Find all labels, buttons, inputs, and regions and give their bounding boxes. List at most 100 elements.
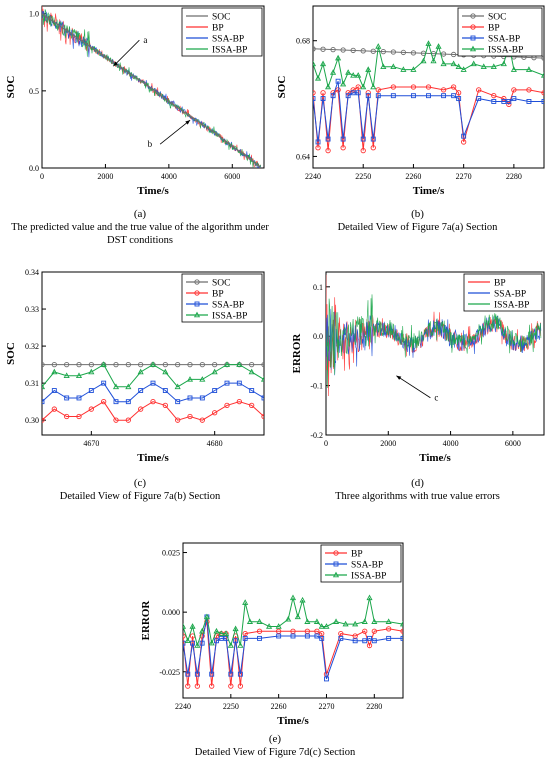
data-point-soc bbox=[350, 47, 356, 54]
data-point-ssa-bp bbox=[233, 638, 239, 644]
data-point-bp bbox=[138, 406, 144, 412]
legend-label-bp: BP bbox=[212, 24, 224, 34]
annotation-arrow bbox=[113, 39, 140, 67]
caption-e: (e) Detailed View of Figure 7d(c) Sectio… bbox=[130, 733, 420, 759]
data-point-soc bbox=[340, 47, 346, 53]
series-line-issa-bp bbox=[42, 363, 264, 388]
data-point-bp bbox=[64, 413, 70, 420]
data-point-ssa-bp bbox=[345, 93, 351, 99]
data-point-issa-bp bbox=[260, 376, 264, 382]
x-tick-label: 2270 bbox=[318, 702, 334, 711]
data-point-bp bbox=[290, 628, 296, 634]
data-point-ssa-bp bbox=[330, 93, 336, 99]
data-point-bp bbox=[360, 147, 366, 154]
data-point-bp bbox=[88, 406, 94, 412]
annotation-arrow bbox=[396, 375, 431, 399]
data-point-bp bbox=[209, 683, 215, 689]
data-point-bp bbox=[194, 683, 200, 689]
data-point-issa-bp bbox=[525, 66, 532, 72]
x-tick-label: 2240 bbox=[305, 172, 321, 181]
data-point-ssa-bp bbox=[51, 388, 57, 393]
y-tick-label: 0.34 bbox=[25, 268, 39, 277]
data-point-issa-bp bbox=[236, 361, 243, 367]
legend-marker-bp bbox=[194, 290, 200, 296]
y-axis-label: ERROR bbox=[291, 333, 303, 374]
x-axis-label: Time/s bbox=[419, 452, 451, 464]
data-point-ssa-bp bbox=[360, 136, 366, 142]
data-point-ssa-bp bbox=[212, 388, 218, 393]
x-tick-label: 2260 bbox=[271, 702, 287, 711]
data-point-issa-bp bbox=[304, 618, 311, 624]
data-point-ssa-bp bbox=[315, 139, 321, 145]
data-point-bp bbox=[491, 93, 497, 99]
data-point-soc bbox=[212, 361, 218, 368]
annotation-arrowhead bbox=[185, 120, 191, 125]
annotation-arrowhead bbox=[396, 375, 402, 380]
data-point-issa-bp bbox=[218, 630, 225, 636]
data-point-issa-bp bbox=[355, 72, 362, 78]
data-point-issa-bp bbox=[51, 368, 58, 375]
y-tick-label: 0.0 bbox=[29, 164, 39, 173]
x-tick-label: 2270 bbox=[456, 172, 472, 181]
plot-area bbox=[326, 274, 542, 397]
data-point-issa-bp bbox=[223, 361, 231, 367]
data-point-issa-bp bbox=[184, 637, 191, 644]
x-axis-label: Time/s bbox=[277, 715, 309, 727]
data-point-soc bbox=[261, 361, 264, 368]
series-line-ssa-bp bbox=[183, 616, 403, 680]
data-point-soc bbox=[51, 361, 57, 368]
data-point-issa-bp bbox=[335, 54, 342, 61]
data-point-soc bbox=[42, 361, 45, 368]
plot-area bbox=[42, 361, 264, 423]
x-tick-label: 2280 bbox=[506, 172, 522, 181]
y-tick-label: 1.0 bbox=[29, 10, 39, 19]
data-point-issa-bp bbox=[345, 69, 352, 75]
data-point-soc bbox=[380, 48, 386, 55]
data-point-soc bbox=[360, 48, 366, 54]
data-point-bp bbox=[150, 399, 156, 405]
x-axis-label: Time/s bbox=[137, 452, 169, 464]
data-point-issa-bp bbox=[294, 613, 301, 620]
chart-panel-e: 2240 2250 2260 2270 2280 -0.025 0.000 0.025 Time… bbox=[140, 542, 404, 727]
caption-a: (a) The predicted value and the true val… bbox=[0, 208, 280, 247]
data-point-ssa-bp bbox=[491, 99, 497, 104]
data-point-ssa-bp bbox=[365, 93, 371, 99]
data-point-bp bbox=[350, 87, 356, 93]
x-axis-label: Time/s bbox=[413, 185, 445, 197]
caption-d-text: Three algorithms with true value errors bbox=[335, 491, 500, 502]
data-point-ssa-bp bbox=[185, 671, 191, 677]
data-point-ssa-bp bbox=[237, 671, 243, 677]
caption-b-text: Detailed View of Figure 7a(a) Section bbox=[337, 222, 498, 233]
data-point-ssa-bp bbox=[325, 136, 331, 142]
data-point-bp bbox=[185, 683, 191, 689]
legend-marker-ssa-bp bbox=[333, 561, 339, 567]
series-line-issa-bp bbox=[183, 597, 403, 648]
data-point-issa-bp bbox=[222, 630, 230, 636]
data-point-issa-bp bbox=[213, 627, 220, 634]
data-point-ssa-bp bbox=[362, 638, 368, 644]
data-point-issa-bp bbox=[314, 74, 322, 81]
data-point-bp bbox=[386, 626, 392, 632]
data-point-soc bbox=[64, 361, 70, 368]
data-point-soc bbox=[450, 51, 457, 58]
data-point-bp bbox=[511, 87, 517, 93]
y-tick-label: -0.025 bbox=[159, 668, 180, 677]
x-tick-label: 2000 bbox=[97, 172, 113, 181]
data-point-issa-bp bbox=[125, 383, 132, 390]
data-point-ssa-bp bbox=[350, 90, 356, 96]
data-point-ssa-bp bbox=[324, 676, 329, 682]
data-point-ssa-bp bbox=[183, 640, 186, 646]
data-point-soc bbox=[541, 55, 544, 61]
annotation-label: a bbox=[143, 35, 147, 45]
data-point-issa-bp bbox=[410, 66, 417, 72]
data-point-issa-bp bbox=[360, 83, 367, 90]
data-point-issa-bp bbox=[425, 40, 432, 46]
data-point-bp bbox=[455, 90, 462, 96]
data-point-ssa-bp bbox=[224, 380, 230, 386]
data-point-issa-bp bbox=[470, 60, 477, 67]
data-point-bp bbox=[320, 90, 326, 96]
data-point-issa-bp bbox=[194, 642, 201, 648]
